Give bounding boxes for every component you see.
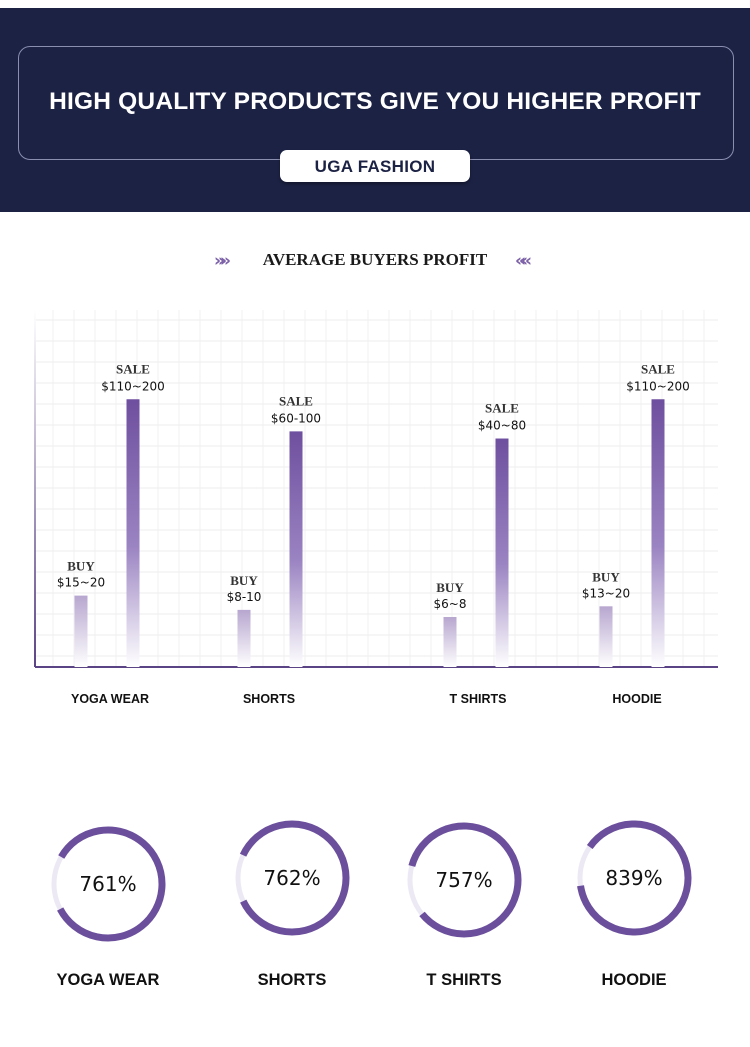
category-label: T SHIRTS [450, 692, 507, 706]
bar-buy-range-label: $15~20 [57, 576, 105, 590]
chart-grid [34, 310, 718, 668]
ring-category-label: T SHIRTS [426, 971, 501, 989]
bar-sale [651, 399, 665, 667]
profit-ring: 839% HOODIE [577, 820, 692, 989]
bar-sale-type-label: SALE [641, 361, 675, 376]
bar-sale-range-label: $60-100 [271, 411, 321, 425]
ring-category-label: HOODIE [601, 971, 666, 989]
bar-buy-range-label: $6~8 [434, 597, 467, 611]
bar-buy-type-label: BUY [592, 569, 620, 584]
bar-buy [74, 595, 88, 667]
bar-sale-range-label: $110~200 [626, 379, 690, 393]
profit-ring: 762% SHORTS [235, 820, 350, 989]
chart-bars [74, 399, 665, 667]
profit-ring: 757% T SHIRTS [407, 822, 522, 989]
profit-ring: 761% YOGA WEAR [51, 826, 166, 989]
bar-buy [443, 617, 457, 667]
bar-sale-type-label: SALE [116, 361, 150, 376]
hero-banner: HIGH QUALITY PRODUCTS GIVE YOU HIGHER PR… [0, 8, 750, 212]
bar-buy [237, 609, 251, 667]
section-title: AVERAGE BUYERS PROFIT [262, 250, 488, 269]
ring-value: 762% [263, 866, 320, 890]
bar-buy-type-label: BUY [67, 559, 95, 574]
ring-progress [577, 820, 692, 936]
brand-badge: UGA FASHION [280, 150, 470, 182]
category-label: SHORTS [243, 692, 295, 706]
ring-value: 761% [79, 872, 136, 896]
bar-sale [495, 438, 509, 667]
bar-sale [289, 431, 303, 667]
ring-progress [408, 822, 522, 938]
profit-rings: 761% YOGA WEAR 762% SHORTS 757% T SHIRTS 839% H… [51, 820, 692, 989]
bar-sale-type-label: SALE [279, 393, 313, 408]
bar-sale-type-label: SALE [485, 401, 519, 416]
y-axis [34, 310, 36, 667]
bar-buy [599, 606, 613, 667]
hero-title: HIGH QUALITY PRODUCTS GIVE YOU HIGHER PR… [49, 88, 701, 115]
category-label: YOGA WEAR [71, 692, 149, 706]
profit-bar-chart: BUY $15~20 SALE $110~200 YOGA WEAR BUY $8-10 SA… [34, 310, 718, 706]
bar-buy-type-label: BUY [230, 573, 258, 588]
bar-sale [126, 399, 140, 667]
chart-labels: BUY $15~20 SALE $110~200 YOGA WEAR BUY $8-10 SA… [57, 361, 690, 706]
ring-progress [57, 826, 166, 942]
category-label: HOODIE [612, 692, 661, 706]
bar-buy-range-label: $8-10 [227, 590, 262, 604]
ring-category-label: YOGA WEAR [57, 971, 160, 989]
bar-sale-range-label: $110~200 [101, 379, 165, 393]
bar-sale-range-label: $40~80 [478, 419, 526, 433]
ring-progress [239, 820, 350, 936]
chevron-left-icon: «« [515, 251, 532, 271]
ring-category-label: SHORTS [258, 971, 327, 989]
brand-name: UGA FASHION [314, 157, 436, 176]
ring-value: 757% [435, 868, 492, 892]
ring-value: 839% [605, 866, 662, 890]
bar-buy-type-label: BUY [436, 580, 464, 595]
bar-buy-range-label: $13~20 [582, 586, 630, 600]
